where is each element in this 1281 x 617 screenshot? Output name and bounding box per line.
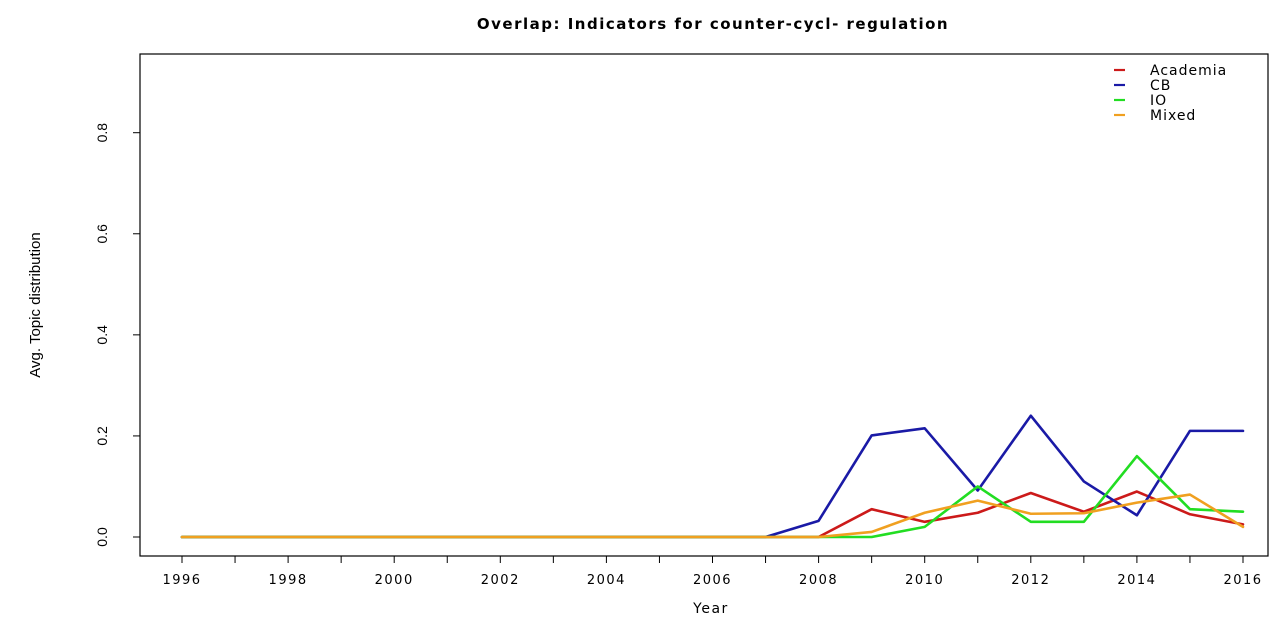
- x-tick-label: 2014: [1117, 573, 1156, 588]
- x-tick-label: 2008: [799, 573, 838, 588]
- y-tick-label: 0.4: [94, 325, 110, 345]
- series-line-cb: [180, 414, 1245, 539]
- x-tick-label: 1998: [269, 573, 308, 588]
- series-lines: [180, 414, 1245, 539]
- y-axis: 0.0 0.2 0.4 0.6 0.8: [94, 123, 140, 547]
- chart-title: Overlap: Indicators for counter-cycl- re…: [477, 15, 949, 33]
- legend-label-cb: CB: [1150, 78, 1171, 94]
- x-axis-label: Year: [692, 601, 729, 617]
- legend-label-academia: Academia: [1150, 63, 1227, 79]
- series-line-mixed: [180, 493, 1245, 539]
- plot-frame: [139, 53, 1269, 557]
- y-tick-label: 0.8: [94, 123, 110, 143]
- x-tick-label: 2006: [693, 573, 732, 588]
- x-tick-label: 2016: [1223, 573, 1262, 588]
- y-tick-label: 0.0: [94, 527, 110, 547]
- y-tick-label: 0.2: [94, 426, 110, 446]
- x-tick-label: 1996: [162, 573, 201, 588]
- y-tick-label: 0.6: [94, 224, 110, 244]
- x-axis: 1996 1998 2000 2002 2004 2006 2008 2010 2012 2014…: [162, 556, 1262, 588]
- x-tick-label: 2002: [481, 573, 520, 588]
- legend-label-mixed: Mixed: [1150, 108, 1196, 124]
- x-tick-label: 2010: [905, 573, 944, 588]
- x-tick-label: 2004: [587, 573, 626, 588]
- x-tick-label: 2000: [375, 573, 414, 588]
- legend-label-io: IO: [1150, 93, 1167, 109]
- series-line-io: [180, 454, 1245, 539]
- x-tick-label: 2012: [1011, 573, 1050, 588]
- y-axis-label: Avg. Topic distribution: [27, 232, 44, 377]
